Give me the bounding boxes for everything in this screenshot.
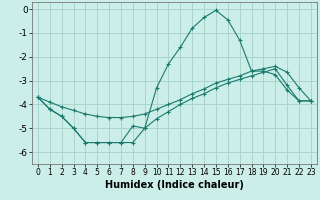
X-axis label: Humidex (Indice chaleur): Humidex (Indice chaleur) <box>105 180 244 190</box>
